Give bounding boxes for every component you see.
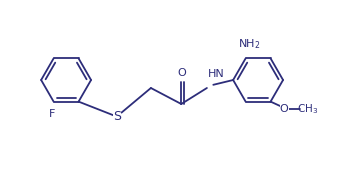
Text: CH$_3$: CH$_3$ — [297, 102, 318, 116]
Text: NH$_2$: NH$_2$ — [238, 37, 260, 51]
Text: HN: HN — [208, 69, 224, 79]
Text: F: F — [49, 109, 55, 119]
Text: S: S — [113, 110, 121, 123]
Text: O: O — [280, 104, 288, 114]
Text: O: O — [178, 68, 186, 78]
